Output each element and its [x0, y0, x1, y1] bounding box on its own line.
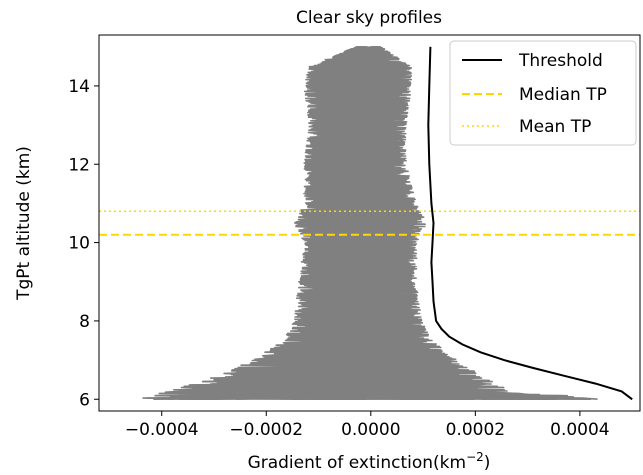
legend-label-mean-tp: Mean TP: [519, 117, 591, 137]
y-tick-label: 10: [68, 234, 90, 254]
y-tick-label: 12: [68, 155, 90, 175]
x-tick-label: 0.0000: [341, 420, 400, 440]
x-tick-label: 0.0004: [550, 420, 609, 440]
x-tick-label: −0.0002: [229, 420, 303, 440]
y-axis-ticks: 6 8 10 12 14: [68, 77, 99, 410]
profile-line: [187, 46, 572, 400]
profiles-band: [142, 46, 598, 400]
y-tick-label: 8: [79, 312, 90, 332]
x-tick-label: 0.0002: [446, 420, 505, 440]
legend-label-threshold: Threshold: [518, 51, 603, 71]
profile-line: [178, 46, 539, 400]
x-tick-label: −0.0004: [125, 420, 199, 440]
y-tick-label: 14: [68, 77, 90, 97]
series-lines: [99, 46, 640, 401]
y-axis-label: TgPt altitude (km): [14, 146, 34, 301]
x-axis-label: Gradient of extinction(km−2): [248, 450, 491, 473]
legend-label-median-tp: Median TP: [519, 85, 607, 105]
threshold-line: [427, 46, 633, 401]
x-axis-ticks: −0.0004 −0.0002 0.0000 0.0002 0.0004: [125, 411, 610, 440]
legend-box: [449, 40, 637, 146]
plot-area-frame: [98, 34, 641, 412]
legend: Threshold Median TP Mean TP: [449, 40, 637, 146]
chart-title: Clear sky profiles: [296, 8, 442, 28]
y-tick-label: 6: [79, 390, 90, 410]
